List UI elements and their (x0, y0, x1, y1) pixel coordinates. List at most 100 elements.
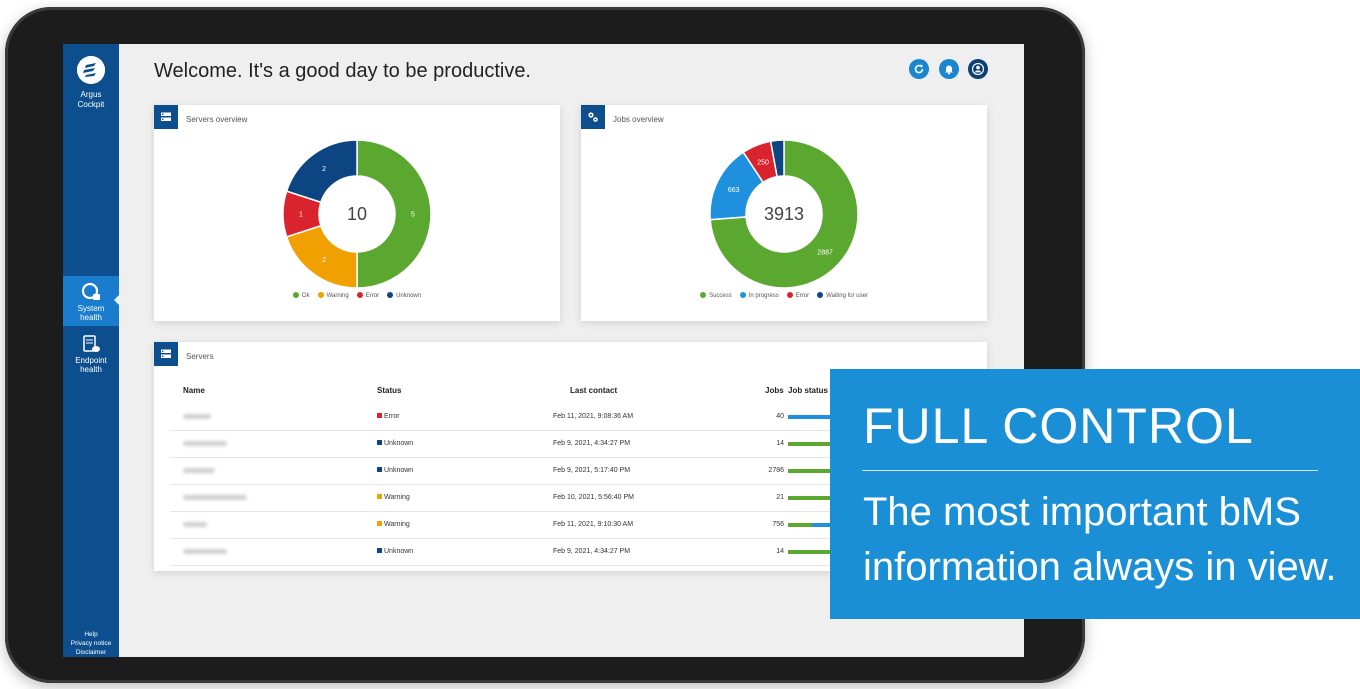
sidebar-footer: Help Privacy notice Disclaimer (63, 630, 119, 657)
column-header-name[interactable]: Name (183, 386, 205, 395)
legend-item[interactable]: Success (700, 292, 732, 299)
legend-swatch (786, 292, 793, 298)
argus-logo-icon[interactable] (77, 56, 105, 84)
legend-item[interactable]: Waiting for user (817, 292, 868, 299)
help-link[interactable]: Help (84, 631, 98, 638)
status-swatch (377, 467, 382, 472)
user-profile-button[interactable] (968, 59, 988, 79)
column-header-jobs[interactable]: Jobs (765, 386, 784, 395)
brand-name: Argus Cockpit (63, 90, 119, 110)
sidebar-item-system-health[interactable]: System health (63, 276, 120, 326)
jobs-count-cell: 14 (776, 548, 784, 555)
legend-swatch (292, 292, 299, 298)
refresh-button[interactable] (909, 59, 930, 79)
legend-item[interactable]: Ok (292, 292, 310, 299)
legend-label: Success (709, 293, 732, 299)
user-icon (972, 63, 984, 75)
sidebar-item-label: System (77, 304, 105, 313)
status-cell: Warning (377, 521, 410, 528)
server-name-redacted (183, 441, 227, 446)
legend-item[interactable]: Error (786, 292, 809, 299)
gears-icon (588, 112, 598, 122)
endpoint-health-icon (83, 335, 100, 352)
jobs-count-cell: 21 (776, 494, 784, 501)
sidebar-item-endpoint-health[interactable]: Endpoint health (63, 328, 119, 378)
status-cell: Unknown (377, 548, 413, 555)
donut-slice-waiting-for-user[interactable] (769, 139, 785, 178)
job-status-bar-success (788, 523, 812, 527)
table-row[interactable]: Unknown Feb 9, 2021, 4:34:27 PM 14 (170, 431, 908, 458)
tablet-frame: Argus Cockpit System health (5, 7, 1085, 683)
sidebar-item-label: health (80, 313, 102, 322)
table-row[interactable]: Unknown Feb 9, 2021, 4:34:27 PM 14 (170, 539, 908, 566)
jobs-donut-chart: 2887 663 250 (709, 139, 859, 289)
donut-slice-label: 2 (322, 257, 326, 264)
donut-slice-unknown[interactable] (285, 139, 358, 204)
donut-slice-success[interactable] (709, 139, 859, 289)
status-swatch (377, 521, 382, 526)
servers-total: 10 (346, 204, 368, 224)
legend-swatch (356, 292, 363, 298)
header-actions (904, 59, 988, 79)
column-header-last-contact[interactable]: Last contact (570, 386, 618, 395)
jobs-count-cell: 40 (776, 413, 784, 420)
last-contact-cell: Feb 9, 2021, 4:34:27 PM (553, 440, 631, 447)
table-row[interactable]: Warning Feb 10, 2021, 5:56:40 PM 21 (170, 485, 908, 512)
legend-item[interactable]: Error (356, 292, 379, 299)
donut-slice-ok[interactable] (356, 139, 432, 289)
last-contact-cell: Feb 9, 2021, 4:34:27 PM (553, 548, 631, 555)
sidebar-item-label: health (80, 365, 102, 374)
status-text: Warning (384, 494, 410, 501)
card-badge (581, 105, 605, 129)
donut-slice-label: 5 (411, 212, 415, 219)
job-status-bar-success (788, 496, 836, 500)
brand-line-1: Argus (80, 90, 102, 99)
legend-item[interactable]: In progress (739, 292, 779, 299)
legend-swatch (387, 292, 394, 298)
notifications-button[interactable] (938, 59, 959, 79)
status-swatch (377, 413, 382, 418)
legend-label: Waiting for user (826, 293, 868, 299)
legend-swatch (817, 292, 824, 298)
column-header-status[interactable]: Status (377, 386, 402, 395)
legend-item[interactable]: Warning (317, 292, 349, 299)
servers-overview-card: Servers overview 5 2 1 2 10 Ok Warning Error U… (154, 105, 560, 321)
status-cell: Unknown (377, 440, 413, 447)
server-icon (161, 349, 171, 358)
active-indicator (114, 294, 120, 306)
status-cell: Warning (377, 494, 410, 501)
bell-icon (944, 65, 953, 75)
legend-swatch (739, 292, 746, 298)
table-row[interactable]: Error Feb 11, 2021, 9:08:36 AM 40 (170, 404, 908, 431)
table-row[interactable]: Unknown Feb 9, 2021, 5:17:40 PM 2786 (170, 458, 908, 485)
status-cell: Error (377, 413, 400, 420)
status-text: Unknown (384, 440, 414, 447)
donut-slice-label: 250 (757, 160, 769, 167)
jobs-overview-card: Jobs overview 2887 663 250 3913 Success In … (581, 105, 987, 321)
donut-slice-label: 2887 (817, 250, 833, 257)
sidebar: Argus Cockpit System health (63, 44, 120, 657)
legend-item[interactable]: Unknown (387, 292, 422, 299)
table-row[interactable]: Warning Feb 11, 2021, 9:10:30 AM 756 (170, 512, 908, 539)
disclaimer-link[interactable]: Disclaimer (75, 649, 107, 656)
last-contact-cell: Feb 11, 2021, 9:08:36 AM (553, 413, 634, 420)
promo-subtitle: The most important bMS information alway… (863, 485, 1353, 595)
card-title: Servers overview (186, 115, 248, 124)
promo-subtitle-line: The most important bMS (863, 490, 1301, 534)
donut-slice-label: 2 (322, 166, 326, 173)
status-swatch (377, 494, 382, 499)
column-header-job-status[interactable]: Job status (788, 386, 829, 395)
jobs-count-cell: 14 (776, 440, 784, 447)
server-name-redacted (183, 522, 207, 527)
last-contact-cell: Feb 10, 2021, 5:56:40 PM (553, 494, 634, 501)
servers-donut-chart: 5 2 1 2 (282, 139, 432, 289)
jobs-count-cell: 756 (772, 521, 784, 528)
privacy-notice-link[interactable]: Privacy notice (70, 640, 112, 647)
card-title: Servers (186, 352, 214, 361)
card-badge (154, 342, 178, 366)
jobs-total: 3913 (763, 204, 805, 224)
promo-banner: FULL CONTROL The most important bMS info… (830, 369, 1360, 619)
legend-label: In progress (748, 293, 779, 299)
legend-label: Unknown (396, 293, 422, 299)
sidebar-item-label: Endpoint (75, 356, 107, 365)
